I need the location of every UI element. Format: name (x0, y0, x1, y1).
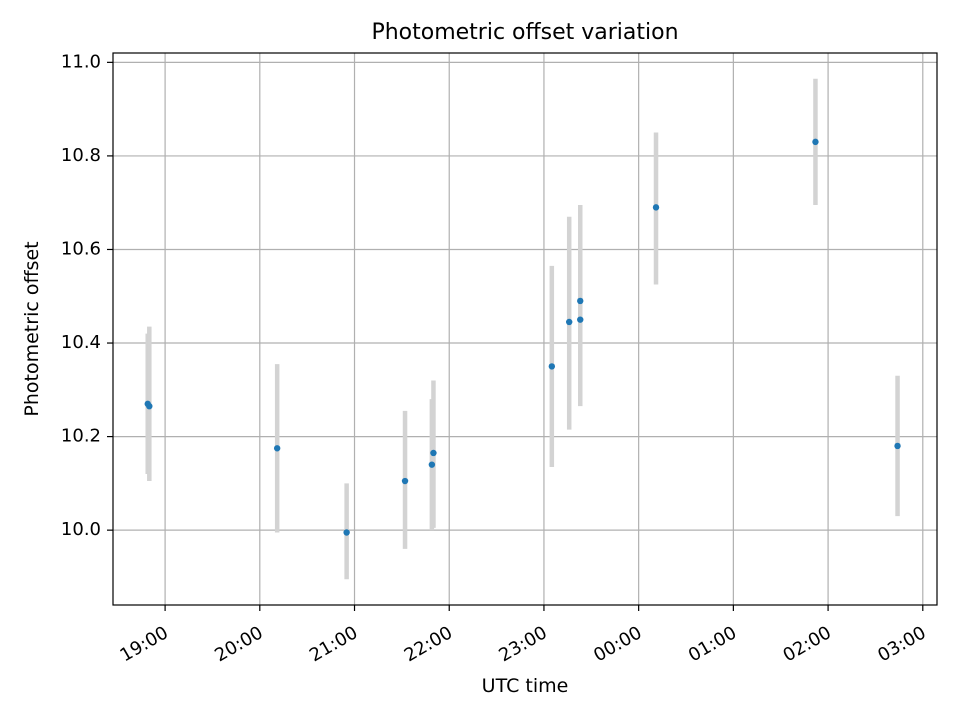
x-tick-label: 02:00 (780, 622, 835, 666)
x-tick-label: 21:00 (306, 622, 361, 666)
data-point (146, 402, 153, 410)
y-tick-label: 10.6 (61, 238, 101, 259)
y-tick-label: 11.0 (61, 51, 101, 72)
data-point (652, 204, 660, 211)
y-tick-label: 10.0 (61, 519, 101, 540)
x-tick-label: 19:00 (117, 622, 172, 666)
data-point (565, 318, 573, 326)
x-tick-label: 23:00 (495, 622, 550, 666)
data-point (577, 297, 584, 305)
x-tick-label: 20:00 (211, 622, 266, 666)
data-point (428, 461, 436, 468)
x-axis-title: UTC time (482, 675, 569, 697)
x-tick-label: 22:00 (401, 622, 456, 666)
x-tick-label: 01:00 (685, 622, 740, 666)
x-axis-ticks: 19:00 20:00 21:00 22:00 23:00 00:00 01:00 02:00… (117, 605, 930, 666)
x-tick-label: 03:00 (874, 622, 929, 666)
y-axis-ticks: 10.0 10.2 10.4 10.6 10.8 11.0 (61, 51, 113, 540)
data-point (343, 529, 350, 536)
y-tick-label: 10.2 (61, 426, 101, 447)
grid (113, 53, 937, 605)
y-axis-title: Photometric offset (21, 241, 43, 416)
y-tick-label: 10.8 (61, 145, 101, 166)
data-point (430, 449, 437, 457)
data-point (894, 442, 901, 450)
data-point (273, 445, 281, 452)
data-points (144, 138, 901, 536)
data-point (812, 138, 819, 146)
chart-title: Photometric offset variation (371, 20, 678, 45)
plot-frame (112, 52, 938, 606)
data-point (577, 316, 584, 323)
y-tick-label: 10.4 (61, 332, 101, 353)
data-point (548, 363, 556, 370)
data-point (401, 477, 409, 485)
x-tick-label: 00:00 (590, 622, 645, 666)
